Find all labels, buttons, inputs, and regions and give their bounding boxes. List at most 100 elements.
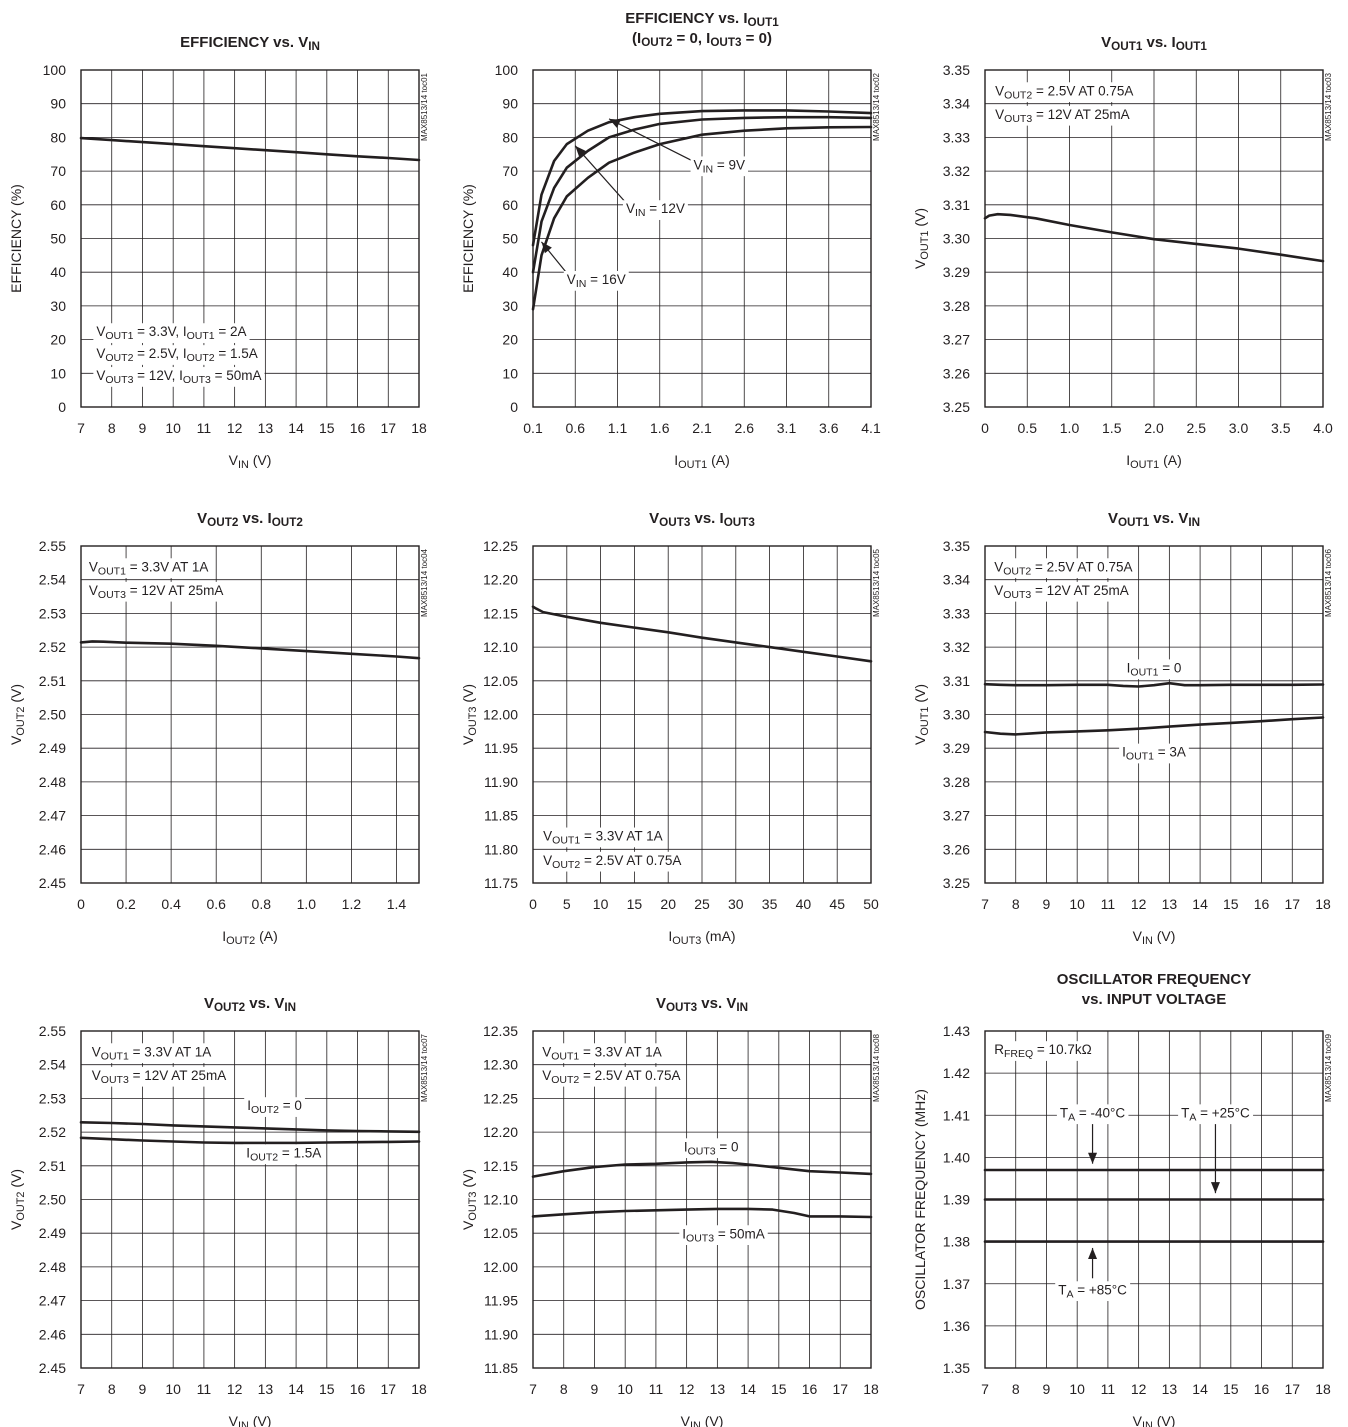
annotation-label-part: = 12V AT 25mA <box>126 583 223 598</box>
x-tick-label: 1.2 <box>342 896 362 912</box>
chart-title: EFFICIENCY vs. VIN <box>180 34 320 53</box>
annotation-background <box>991 1041 1095 1061</box>
chart-title-part: IN <box>284 1001 296 1014</box>
y-tick-label: 12.05 <box>483 673 518 689</box>
x-tick-label: 1.6 <box>650 420 670 436</box>
x-tick-label: 11 <box>1101 896 1116 912</box>
annotation-label-part: V <box>626 201 635 216</box>
x-tick-label: 0 <box>529 896 537 912</box>
annotation-label-part: = 12V AT 25mA <box>1032 107 1129 122</box>
chart-title: OSCILLATOR FREQUENCY <box>1057 971 1251 988</box>
chart-title-part: V <box>197 510 207 527</box>
y-tick-label: 0 <box>58 399 66 415</box>
annotation-background <box>88 1043 215 1064</box>
figure-code: MAX8513/14 toc08 <box>872 1033 881 1102</box>
annotation-label-part: V <box>543 829 552 844</box>
series-line-2 <box>531 1207 873 1219</box>
annotation-background <box>93 323 250 343</box>
chart-title-part: V <box>656 995 666 1012</box>
annotation-arrow-line <box>574 145 631 208</box>
annotation-label-part: A <box>1068 1111 1075 1123</box>
annotation-arrowhead <box>1088 1152 1098 1164</box>
y-tick-label: 3.30 <box>943 707 970 723</box>
x-tick-label: 9 <box>1043 1381 1051 1397</box>
annotation-background <box>680 1138 742 1159</box>
y-tick-label: 2.54 <box>39 572 66 588</box>
chart-title-part: OSCILLATOR FREQUENCY <box>1057 971 1251 988</box>
annotation-background <box>622 200 688 220</box>
y-axis-label: OSCILLATOR FREQUENCY (MHz) <box>912 1089 928 1310</box>
annotation-label-part: OUT3 <box>101 1074 129 1086</box>
x-tick-label: 1.1 <box>608 420 628 436</box>
annotation-label-part: OUT1 <box>187 330 215 342</box>
x-tick-label: 12 <box>1131 1381 1147 1397</box>
annotation-label-part: FREQ <box>1004 1048 1033 1060</box>
annotation-label-part: = -40°C <box>1075 1105 1125 1120</box>
y-tick-label: 1.37 <box>943 1276 970 1292</box>
y-tick-label: 11.95 <box>484 1293 518 1309</box>
y-tick-label: 30 <box>502 298 518 314</box>
x-tick-label: 7 <box>529 1381 537 1397</box>
y-tick-label: 2.55 <box>39 538 66 554</box>
chart-title-part: OUT3 <box>659 516 691 529</box>
annotation-arrowhead <box>575 145 586 158</box>
y-tick-label: 3.26 <box>943 365 970 381</box>
x-tick-label: 10 <box>1069 896 1085 912</box>
y-axis-label-part: (V) <box>912 684 928 707</box>
x-tick-label: 0.6 <box>206 896 226 912</box>
annotation-label-part: OUT2 <box>251 1104 279 1116</box>
x-tick-label: 15 <box>1223 1381 1239 1397</box>
series-line-1 <box>531 1160 873 1178</box>
y-tick-label: 3.27 <box>943 808 970 824</box>
y-tick-label: 30 <box>50 298 66 314</box>
y-tick-label: 3.25 <box>943 399 970 415</box>
x-axis-label-part: I <box>674 452 678 468</box>
y-tick-label: 100 <box>495 62 519 78</box>
chart-title-part: OUT2 <box>272 516 304 529</box>
x-tick-label: 3.1 <box>777 420 797 436</box>
annotation-label-part: OUT1 <box>1126 750 1154 762</box>
y-tick-label: 12.15 <box>483 1158 518 1174</box>
annotation-arrowhead <box>541 241 552 254</box>
chart-title: VOUT3 vs. VIN <box>656 995 748 1014</box>
x-axis-label-part: (A) <box>255 928 278 944</box>
y-tick-label: 90 <box>50 96 66 112</box>
annotation-background <box>539 1043 665 1064</box>
y-axis-label: EFFICIENCY (%) <box>460 184 476 293</box>
chart-title-part: OUT2 <box>207 516 239 529</box>
annotation-label-part: A <box>1066 1288 1073 1300</box>
annotation-label: VIN = 12V <box>626 201 685 219</box>
annotation-background <box>85 581 227 602</box>
chart-subtitle-part: (I <box>632 30 641 47</box>
annotation-label-part: OUT2 <box>105 352 133 364</box>
x-tick-label: 2.6 <box>735 420 755 436</box>
y-tick-label: 2.46 <box>39 841 66 857</box>
x-axis-label: VIN (V) <box>1133 928 1176 947</box>
x-axis-label: IOUT2 (A) <box>222 928 278 947</box>
annotation-label-part: V <box>542 1068 551 1083</box>
x-tick-label: 10 <box>165 420 181 436</box>
chart-toc04: 0 0.2 0.4 0.6 0.8 1.0 1.2 1.4 2.45 2.46 2.47 2.48 2.… <box>8 510 429 947</box>
y-axis-label-part: OUT1 <box>919 231 931 260</box>
series-line-1 <box>983 681 1325 688</box>
y-axis-label: VOUT2 (V) <box>8 1169 27 1230</box>
x-tick-label: 20 <box>660 896 676 912</box>
x-axis-label-part: V <box>1133 1413 1143 1427</box>
x-tick-label: 13 <box>1162 896 1178 912</box>
x-tick-label: 0 <box>77 896 85 912</box>
x-tick-label: 17 <box>380 420 396 436</box>
series-line-2 <box>79 1136 421 1145</box>
annotation-label-part: OUT1 <box>551 1050 579 1062</box>
y-tick-label: 11.80 <box>484 841 518 857</box>
y-tick-label: 1.40 <box>943 1149 970 1165</box>
x-axis-label: IOUT3 (mA) <box>668 928 735 947</box>
figure-code: MAX8513/14 toc07 <box>420 1033 429 1102</box>
annotation-label-part: = 3A <box>1154 745 1186 760</box>
y-tick-label: 3.31 <box>943 197 970 213</box>
annotation-label-part: I <box>682 1226 686 1241</box>
y-axis-label-part: (V) <box>8 1169 24 1192</box>
y-tick-label: 11.90 <box>484 1326 518 1342</box>
x-tick-label: 0.8 <box>252 896 272 912</box>
chart-title-part: vs. I <box>1142 34 1175 51</box>
